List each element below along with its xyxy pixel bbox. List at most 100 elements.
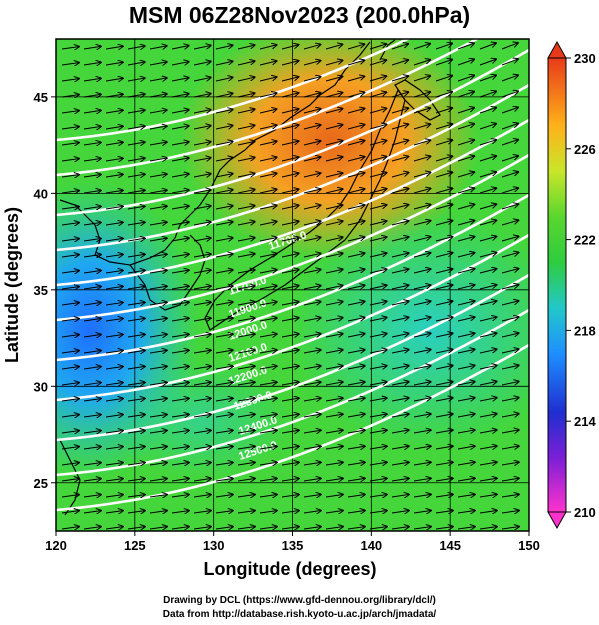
wind-arrow	[149, 126, 167, 129]
wind-arrow	[105, 334, 123, 337]
wind-arrow	[457, 494, 475, 497]
height-contour	[56, 233, 529, 402]
wind-arrow	[215, 270, 233, 273]
wind-arrow	[325, 318, 343, 321]
credit-data: Data from http://database.rish.kyoto-u.a…	[162, 609, 437, 620]
chart-title: MSM 06Z28Nov2023 (200.0hPa)	[129, 2, 470, 28]
wind-arrow	[281, 61, 298, 66]
wind-arrow	[325, 44, 342, 50]
wind-arrow	[237, 157, 255, 162]
wind-arrow	[105, 527, 123, 529]
wind-arrow	[303, 61, 320, 66]
wind-arrow	[127, 158, 145, 161]
wind-arrow	[413, 478, 431, 481]
wind-arrow	[413, 237, 430, 242]
wind-arrow	[193, 414, 211, 417]
wind-arrow	[127, 463, 145, 465]
wind-arrow	[369, 253, 387, 258]
wind-arrow	[479, 253, 496, 258]
wind-arrow	[457, 317, 475, 322]
wind-arrow	[193, 222, 211, 225]
wind-arrow	[281, 462, 299, 465]
wind-arrow	[281, 286, 299, 289]
wind-arrow	[83, 238, 101, 241]
wind-arrow	[61, 255, 79, 257]
wind-arrow	[237, 350, 255, 353]
wind-arrow	[61, 239, 79, 241]
wind-arrow	[215, 414, 233, 417]
wind-arrow	[369, 430, 387, 433]
wind-arrow	[259, 173, 277, 178]
wind-arrow	[435, 527, 453, 529]
wind-arrow	[435, 172, 452, 178]
wind-arrow	[83, 399, 101, 401]
wind-arrow	[391, 285, 409, 290]
wind-arrow	[215, 382, 233, 385]
wind-arrow	[457, 446, 475, 449]
wind-arrow	[325, 221, 343, 226]
wind-arrow	[127, 238, 145, 241]
wind-arrow	[435, 285, 453, 290]
x-tick-label: 145	[439, 538, 461, 553]
wind-arrow	[369, 108, 386, 114]
wind-arrow	[303, 45, 320, 50]
wind-arrow	[413, 124, 430, 130]
wind-arrow	[237, 511, 255, 513]
wind-arrow	[237, 238, 255, 241]
wind-arrow	[347, 60, 364, 66]
wind-arrow	[149, 366, 167, 369]
wind-arrow	[215, 174, 233, 177]
colorbar-tick-label: 218	[574, 323, 596, 338]
wind-arrow	[501, 43, 518, 50]
wind-arrow	[501, 349, 519, 354]
wind-arrow	[325, 60, 342, 66]
wind-arrow	[347, 189, 364, 194]
wind-arrow	[479, 382, 497, 385]
wind-arrow	[171, 126, 189, 129]
wind-arrow	[457, 430, 475, 433]
wind-arrow	[281, 382, 299, 385]
wind-arrow	[105, 126, 123, 129]
wind-arrow	[193, 382, 211, 385]
wind-arrow	[215, 511, 233, 513]
wind-arrow	[193, 302, 211, 305]
wind-arrow	[281, 173, 299, 178]
wind-arrow	[369, 398, 387, 401]
wind-arrow	[61, 431, 79, 433]
colorbar-max-arrow	[547, 40, 567, 59]
wind-arrow	[435, 494, 453, 497]
wind-arrow	[303, 93, 320, 98]
wind-arrow	[237, 478, 255, 481]
wind-arrow	[193, 158, 211, 161]
wind-arrow	[105, 495, 123, 497]
wind-arrow	[237, 125, 255, 130]
wind-arrow	[479, 462, 497, 465]
wind-arrow	[193, 446, 211, 449]
wind-arrow	[105, 415, 123, 417]
wind-arrow	[369, 60, 386, 66]
wind-arrow	[347, 382, 365, 385]
wind-arrow	[237, 141, 255, 146]
wind-arrow	[149, 174, 167, 177]
wind-arrow	[325, 511, 343, 513]
wind-arrow	[83, 46, 101, 49]
wind-arrow	[105, 318, 123, 321]
wind-arrow	[61, 367, 79, 369]
wind-arrow	[127, 366, 145, 369]
wind-arrow	[215, 366, 233, 369]
wind-arrow	[193, 286, 211, 289]
wind-arrow	[149, 463, 167, 465]
wind-arrow	[237, 174, 255, 178]
wind-arrow	[413, 172, 430, 178]
wind-arrow	[391, 366, 409, 369]
wind-arrow	[61, 287, 79, 289]
wind-arrow	[259, 45, 277, 50]
wind-arrow	[83, 319, 101, 321]
wind-arrow	[303, 125, 320, 130]
wind-arrow	[303, 366, 321, 369]
wind-arrow	[391, 221, 408, 226]
wind-arrow	[369, 414, 387, 417]
wind-arrow	[457, 253, 474, 258]
wind-arrow	[347, 350, 365, 353]
wind-arrow	[391, 430, 409, 433]
